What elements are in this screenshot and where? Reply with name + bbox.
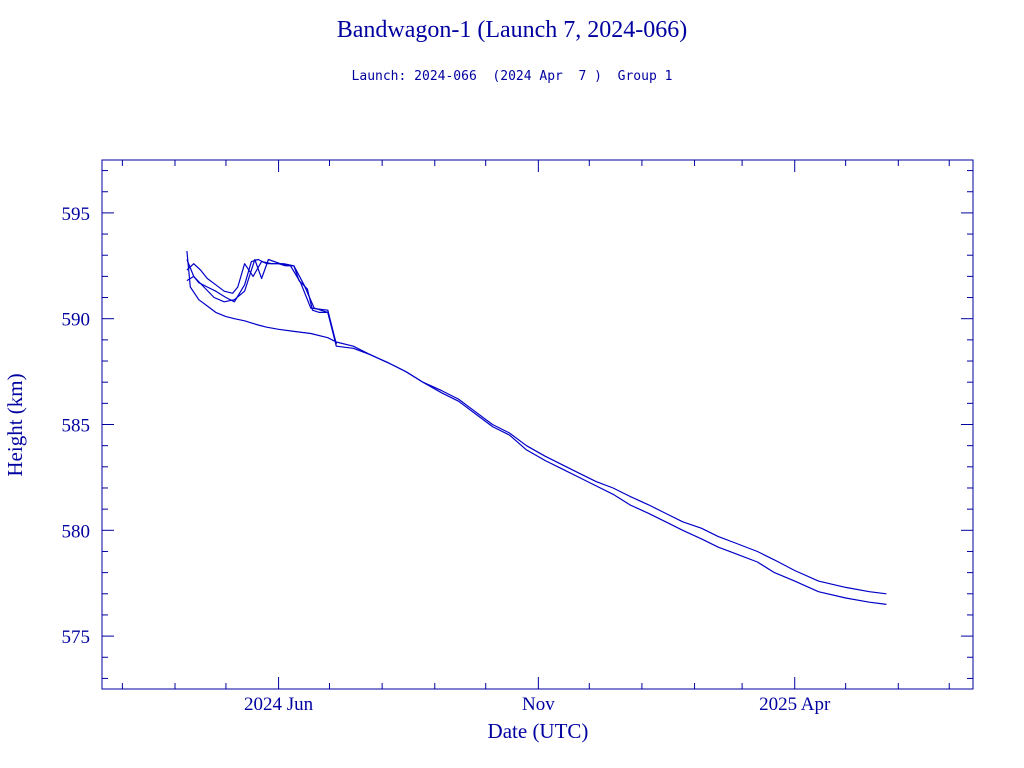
axis-ticks: [102, 160, 973, 689]
x-tick-label: 2025 Apr: [759, 694, 831, 715]
series-line-3: [186, 261, 337, 345]
x-axis-label: Date (UTC): [488, 719, 589, 743]
y-tick-label: 595: [62, 204, 91, 225]
series-line-1: [186, 258, 887, 595]
x-tick-label: 2024 Jun: [244, 694, 314, 715]
y-tick-label: 590: [62, 310, 91, 331]
y-tick-label: 580: [62, 521, 91, 542]
plot-area: [101, 159, 974, 690]
x-tick-label: Nov: [522, 694, 555, 715]
tick-labels: 575 580 585 590 595 2024 Jun Nov 2025 Apr: [62, 204, 832, 715]
series-line-4: [186, 258, 337, 345]
y-axis-label: Height (km): [3, 373, 27, 476]
y-tick-label: 575: [62, 627, 91, 648]
series-line-2: [186, 250, 887, 605]
y-tick-label: 585: [62, 416, 91, 437]
chart-subtitle: Launch: 2024-066 (2024 Apr 7 ) Group 1: [352, 69, 673, 84]
chart-title: Bandwagon-1 (Launch 7, 2024-066): [337, 17, 688, 43]
series-group: [186, 250, 887, 605]
